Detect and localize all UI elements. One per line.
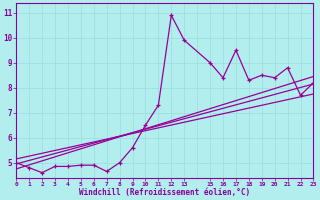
X-axis label: Windchill (Refroidissement éolien,°C): Windchill (Refroidissement éolien,°C) [79,188,250,197]
